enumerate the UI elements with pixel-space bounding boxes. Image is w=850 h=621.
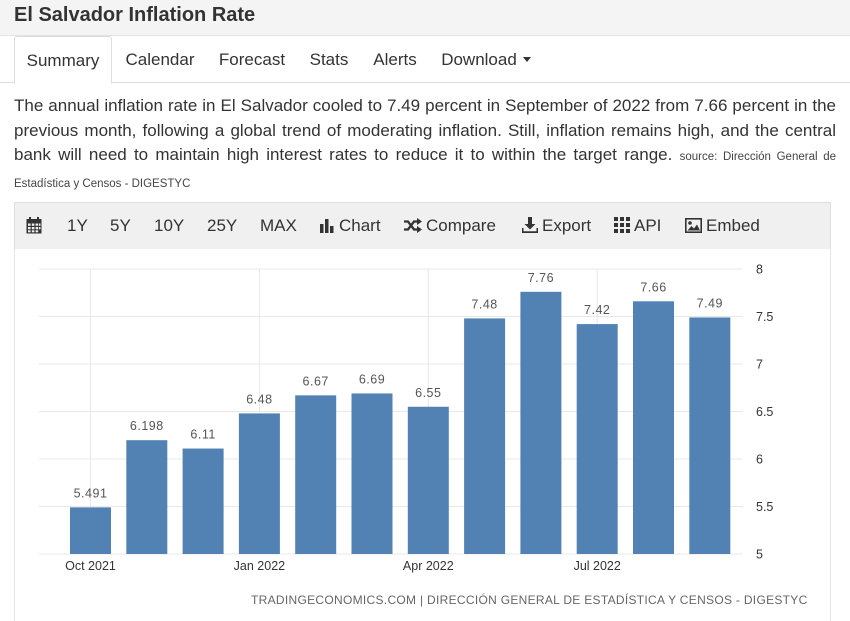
y-tick-label: 6.5 xyxy=(756,405,773,419)
x-tick-label: Apr 2022 xyxy=(403,559,454,573)
tab-alerts[interactable]: Alerts xyxy=(373,50,417,69)
bar-value-label: 6.55 xyxy=(415,386,441,400)
chart-credit: TRADINGECONOMICS.COM | DIRECCIÓN GENERAL… xyxy=(251,592,808,607)
y-tick-label: 7 xyxy=(756,358,763,372)
tab-calendar[interactable]: Calendar xyxy=(125,50,195,69)
tab-download[interactable]: Download xyxy=(434,36,538,83)
download-icon xyxy=(521,217,539,234)
range-max-button[interactable]: MAX xyxy=(260,216,297,235)
chart-button[interactable]: Chart xyxy=(320,216,381,236)
chart-y-axis: 5 5.5 6 6.5 7 7.5 8 xyxy=(756,263,773,562)
bar-value-label: 7.42 xyxy=(584,303,610,317)
calendar-icon[interactable] xyxy=(26,217,46,237)
bar-value-label: 7.76 xyxy=(528,271,554,285)
chart-value-labels: 5.491 6.198 6.11 6.48 6.67 6.69 6.55 7.48 7.76 7.… xyxy=(74,271,723,501)
bar[interactable] xyxy=(689,317,731,554)
grid-icon xyxy=(614,217,630,233)
bar-value-label: 6.198 xyxy=(130,419,164,433)
shuffle-icon xyxy=(404,218,422,233)
bar[interactable] xyxy=(351,393,393,554)
y-tick-label: 6 xyxy=(756,453,763,467)
tab-bar: Summary Calendar Forecast Stats Alerts D… xyxy=(0,36,850,84)
bar[interactable] xyxy=(70,507,111,554)
bar-value-label: 7.66 xyxy=(640,280,666,294)
range-5y-button[interactable]: 5Y xyxy=(110,216,131,235)
x-tick-label: Jan 2022 xyxy=(234,559,285,573)
export-button-label: Export xyxy=(542,216,592,235)
y-tick-label: 5.5 xyxy=(756,500,773,514)
bar-value-label: 6.11 xyxy=(190,428,215,442)
bar-value-label: 5.491 xyxy=(74,486,108,500)
embed-button-label: Embed xyxy=(706,216,760,235)
tab-stats[interactable]: Stats xyxy=(309,50,349,69)
tab-summary[interactable]: Summary xyxy=(14,36,112,84)
bar[interactable] xyxy=(464,318,506,554)
bar[interactable] xyxy=(126,440,168,554)
tab-forecast[interactable]: Forecast xyxy=(218,50,286,69)
summary-text: The annual inflation rate in El Salvador… xyxy=(14,96,836,164)
chart-bars xyxy=(70,291,731,554)
y-tick-label: 7.5 xyxy=(756,310,773,324)
bar-value-label: 6.48 xyxy=(246,392,272,406)
bar-chart-icon xyxy=(320,219,334,233)
compare-button-label: Compare xyxy=(426,216,496,235)
x-tick-label: Jul 2022 xyxy=(574,559,621,573)
embed-button[interactable]: Embed xyxy=(685,216,760,236)
range-1y-button[interactable]: 1Y xyxy=(67,216,88,235)
bar[interactable] xyxy=(182,448,224,554)
chart-toolbar: 1Y 5Y 10Y 25Y MAX Chart Compare Export A… xyxy=(14,202,831,249)
x-tick-label: Oct 2021 xyxy=(65,559,116,573)
bar-value-label: 6.67 xyxy=(303,374,329,388)
tab-download-label: Download xyxy=(441,50,517,69)
bar[interactable] xyxy=(238,413,280,554)
source-note: source: Dirección General de Estadística… xyxy=(14,151,837,190)
api-button[interactable]: API xyxy=(614,216,661,236)
bar[interactable] xyxy=(576,324,618,554)
y-tick-label: 5 xyxy=(756,548,763,562)
title-bar: El Salvador Inflation Rate xyxy=(0,0,850,36)
range-25y-button[interactable]: 25Y xyxy=(207,216,238,235)
chart-button-label: Chart xyxy=(339,216,381,235)
bar[interactable] xyxy=(633,301,674,554)
api-button-label: API xyxy=(634,216,662,235)
bar[interactable] xyxy=(407,406,449,554)
export-button[interactable]: Export xyxy=(521,216,592,236)
range-10y-button[interactable]: 10Y xyxy=(154,216,185,235)
bar[interactable] xyxy=(295,395,337,554)
compare-button[interactable]: Compare xyxy=(404,216,496,236)
bar-value-label: 7.49 xyxy=(697,296,723,310)
chart-x-axis: Oct 2021 Jan 2022 Apr 2022 Jul 2022 xyxy=(65,559,621,573)
bar-value-label: 6.69 xyxy=(359,372,385,386)
summary-paragraph: The annual inflation rate in El Salvador… xyxy=(14,94,836,196)
chart-area: 5.491 6.198 6.11 6.48 6.67 6.69 6.55 7.48 7.76 7.… xyxy=(14,249,831,621)
y-tick-label: 8 xyxy=(756,263,763,277)
bar[interactable] xyxy=(520,291,562,554)
image-icon xyxy=(685,218,702,233)
page-title: El Salvador Inflation Rate xyxy=(14,4,256,26)
caret-down-icon xyxy=(522,56,531,62)
bar-value-label: 7.48 xyxy=(471,297,497,311)
